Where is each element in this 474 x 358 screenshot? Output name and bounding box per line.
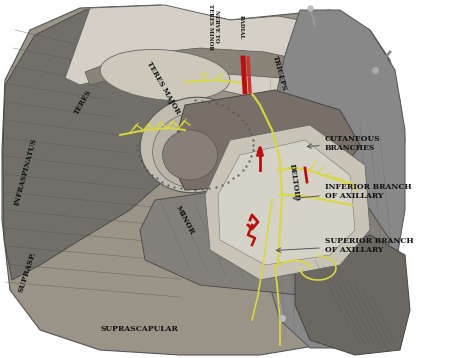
Polygon shape: [3, 8, 210, 280]
Ellipse shape: [163, 130, 218, 180]
Polygon shape: [65, 5, 355, 98]
Text: MINOR: MINOR: [174, 204, 196, 236]
Text: SUPRASP.: SUPRASP.: [17, 250, 38, 294]
Text: RADIAL: RADIAL: [239, 15, 244, 39]
Text: INFERIOR BRANCH
OF AXILLARY: INFERIOR BRANCH OF AXILLARY: [293, 183, 411, 200]
Text: SUPRASCAPULAR: SUPRASCAPULAR: [101, 325, 179, 333]
Polygon shape: [85, 48, 340, 85]
Polygon shape: [170, 90, 360, 190]
Polygon shape: [218, 140, 355, 265]
Ellipse shape: [153, 112, 237, 188]
Text: INFRASPINATUS: INFRASPINATUS: [13, 137, 39, 207]
Polygon shape: [140, 185, 390, 295]
Text: TERES: TERES: [73, 88, 93, 116]
Text: DELTOID: DELTOID: [287, 163, 301, 202]
Polygon shape: [295, 235, 410, 355]
Polygon shape: [260, 10, 405, 348]
Ellipse shape: [140, 97, 250, 193]
Text: NERVE TO
TERES MINOR: NERVE TO TERES MINOR: [208, 4, 219, 50]
Text: CUTANEOUS
BRANCHES: CUTANEOUS BRANCHES: [307, 135, 380, 152]
Polygon shape: [2, 5, 405, 355]
Text: SUPERIOR BRANCH
OF AXILLARY: SUPERIOR BRANCH OF AXILLARY: [276, 237, 413, 254]
Ellipse shape: [100, 49, 230, 101]
Text: TERES MAJOR: TERES MAJOR: [145, 60, 182, 116]
Text: TRICEPS: TRICEPS: [271, 55, 288, 92]
Polygon shape: [205, 125, 370, 280]
